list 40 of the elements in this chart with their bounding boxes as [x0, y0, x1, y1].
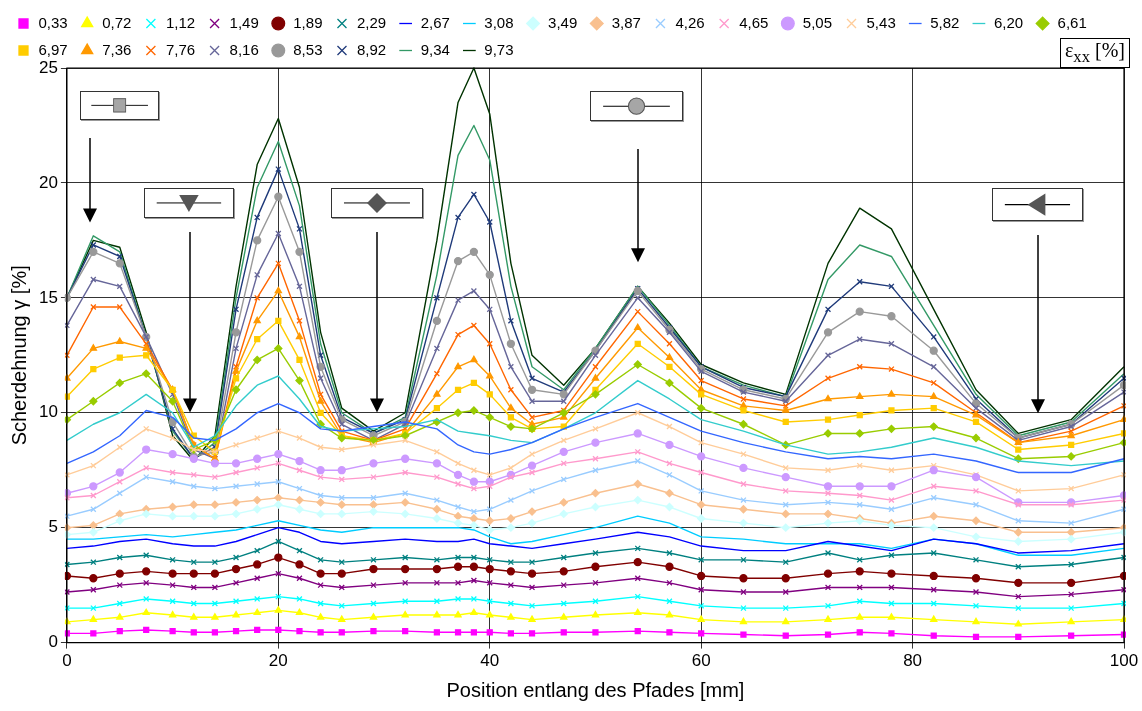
legend-label: 3,49: [548, 13, 578, 31]
legend-label: 7,36: [102, 40, 132, 58]
y-tick-label: 15: [38, 287, 58, 307]
legend-label: 9,73: [484, 40, 514, 58]
legend-label: 4,26: [675, 13, 705, 31]
legend-label: 6,20: [993, 13, 1024, 31]
y-tick-label: 5: [48, 517, 58, 537]
legend-label: 1,12: [165, 13, 196, 31]
legend-label: 2,29: [356, 13, 387, 31]
legend-label: 5,82: [930, 13, 960, 31]
x-tick-label: 100: [1109, 651, 1139, 671]
legend-label: 0,72: [102, 13, 132, 31]
x-tick-label: 80: [903, 651, 923, 671]
legend-label: 9,34: [420, 40, 450, 58]
legend-label: 1,89: [293, 13, 323, 31]
legend-label: 6,97: [38, 40, 68, 58]
legend-label: 8,16: [229, 40, 259, 58]
y-tick-label: 20: [38, 172, 58, 192]
legend-label: 0,33: [38, 13, 68, 31]
x-tick-label: 60: [691, 651, 711, 671]
legend-label: 3,87: [611, 13, 641, 31]
legend-label: 5,43: [866, 13, 896, 31]
legend-label: 2,67: [420, 13, 450, 31]
legend-label: 6,61: [1057, 13, 1087, 31]
legend-label: 1,49: [229, 13, 259, 31]
y-tick-label: 10: [38, 402, 58, 422]
legend-label: 7,76: [165, 40, 196, 58]
x-tick-label: 40: [480, 651, 500, 671]
y-tick-label: 0: [48, 632, 58, 652]
legend-label: 3,08: [484, 13, 514, 31]
legend-title: ε$_{xx}$ [%]: [1059, 38, 1130, 68]
x-tick-label: 20: [268, 651, 288, 671]
x-axis-title: Position entlang des Pfades [mm]: [446, 678, 745, 701]
y-axis-title: Scherdehnung γ [%]: [7, 265, 30, 446]
legend-label: 4,65: [739, 13, 769, 31]
legend-label: 5,05: [802, 13, 833, 31]
legend-label: 8,92: [356, 40, 387, 58]
y-tick-label: 25: [38, 57, 58, 77]
legend-label: 8,53: [293, 40, 323, 58]
x-tick-label: 0: [62, 651, 72, 671]
